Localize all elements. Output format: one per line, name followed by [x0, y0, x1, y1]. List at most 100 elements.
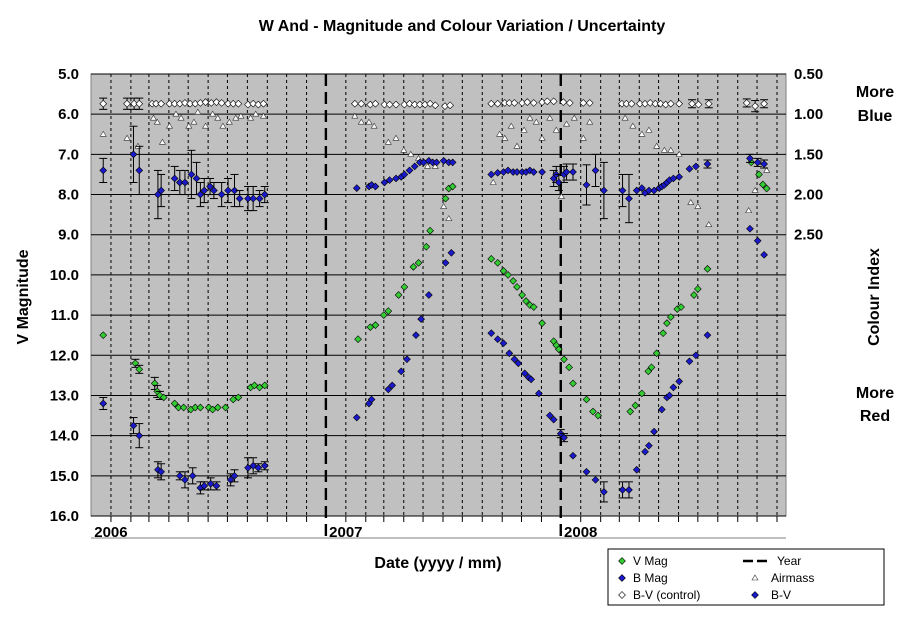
- airmass-point: [153, 118, 161, 125]
- v-mag-point: [213, 403, 222, 412]
- airmass-point: [123, 134, 131, 141]
- more-red-line1: More: [856, 385, 894, 402]
- y-tick-label: 16.0: [50, 508, 79, 525]
- v-mag-point: [234, 393, 243, 402]
- y-right-tick-label: 1.00: [794, 106, 823, 123]
- bv-control-point: [259, 99, 268, 108]
- airmass-point: [370, 122, 378, 129]
- b-mag-point: [703, 331, 712, 340]
- bv-point: [645, 186, 653, 195]
- y-tick-label: 6.0: [58, 106, 79, 123]
- bv-point: [555, 178, 563, 187]
- v-mag-point: [626, 407, 635, 416]
- v-mag-point: [755, 170, 763, 179]
- airmass-point: [570, 114, 578, 121]
- b-mag-point: [493, 335, 502, 344]
- y-axis-label-left: V Magnitude: [15, 249, 32, 344]
- airmass-point: [177, 114, 185, 121]
- b-mag-point: [657, 405, 666, 414]
- bv-point: [352, 184, 361, 192]
- airmass-point: [667, 146, 675, 153]
- legend-label: Year: [777, 554, 801, 568]
- bv-control-point: [636, 99, 644, 108]
- v-mag-point: [448, 182, 457, 191]
- bv-control-point: [446, 101, 454, 110]
- airmass-point: [209, 110, 217, 117]
- airmass-point: [645, 126, 653, 133]
- b-mag-point: [417, 315, 425, 323]
- y-axis-label-right: Colour Index: [866, 248, 883, 346]
- bv-control-point: [760, 99, 768, 108]
- y-tick-label: 11.0: [51, 307, 79, 324]
- b-mag-point: [520, 369, 529, 378]
- airmass-point: [501, 134, 509, 141]
- airmass-point: [365, 118, 373, 125]
- bv-point: [217, 190, 226, 199]
- b-mag-point: [441, 259, 450, 267]
- b-mag-point: [625, 486, 633, 494]
- b-mag-point: [412, 331, 420, 340]
- v-mag-point: [221, 403, 230, 412]
- x-year-label: 2006: [94, 524, 127, 541]
- bv-control-point: [217, 99, 226, 107]
- airmass-point: [252, 110, 260, 117]
- more-blue-line1: More: [856, 84, 894, 101]
- v-mag-point: [666, 313, 675, 321]
- bv-control-point: [181, 99, 189, 107]
- bv-control-point: [371, 99, 380, 108]
- bv-point: [157, 186, 165, 195]
- legend-label: B-V: [771, 588, 791, 602]
- legend-bv-marker: [751, 591, 759, 599]
- bv-control-point: [224, 99, 232, 108]
- plot-area: [90, 73, 787, 517]
- airmass-point: [751, 186, 759, 193]
- airmass-point: [99, 130, 107, 137]
- b-mag-point: [188, 471, 197, 480]
- airmass-point: [660, 146, 668, 153]
- v-mag-point: [631, 401, 640, 410]
- bv-control-point: [186, 99, 194, 108]
- v-mag-point: [384, 307, 393, 315]
- v-mag-point: [663, 319, 671, 327]
- bv-point: [129, 150, 138, 159]
- b-mag-point: [535, 389, 543, 398]
- legend: V Mag Year B Mag Airmass B-V (control) B-V: [607, 548, 885, 606]
- b-mag-point: [129, 421, 138, 430]
- bv-point: [493, 169, 502, 177]
- bv-control-point: [405, 99, 414, 108]
- v-mag-point: [647, 363, 656, 372]
- legend-ctrl-marker: [618, 591, 626, 599]
- bv-control-point: [431, 101, 440, 110]
- y-tick-label: 15.0: [50, 468, 79, 485]
- bv-point: [569, 168, 577, 176]
- b-mag-point: [514, 359, 523, 368]
- v-mag-point: [379, 311, 388, 319]
- v-mag-point: [703, 265, 712, 273]
- airmass-point: [520, 126, 528, 133]
- bv-control-point: [234, 99, 243, 108]
- b-mag-point: [206, 480, 215, 488]
- legend-airmass-marker: [751, 574, 759, 581]
- v-mag-point: [422, 242, 431, 251]
- bv-point: [255, 194, 264, 203]
- airmass-point: [185, 122, 193, 129]
- bv-control-point: [694, 100, 703, 109]
- bv-point: [99, 166, 108, 175]
- legend-b-marker: [618, 574, 626, 582]
- airmass-point: [532, 118, 540, 125]
- v-mag-point: [589, 407, 597, 416]
- bv-control-point: [529, 99, 538, 107]
- airmass-point: [424, 162, 432, 169]
- b-mag-point: [212, 482, 221, 490]
- bv-point: [181, 178, 189, 187]
- v-mag-point: [394, 291, 403, 299]
- v-mag-point: [493, 259, 502, 267]
- bv-control-point: [742, 99, 751, 107]
- v-mag-point: [441, 194, 450, 203]
- y-tick-label: 5.0: [58, 66, 79, 83]
- bv-control-point: [493, 99, 502, 108]
- bv-control-point: [229, 99, 238, 108]
- bv-control-point: [135, 99, 144, 108]
- bv-point: [638, 184, 646, 192]
- bv-point: [135, 166, 144, 175]
